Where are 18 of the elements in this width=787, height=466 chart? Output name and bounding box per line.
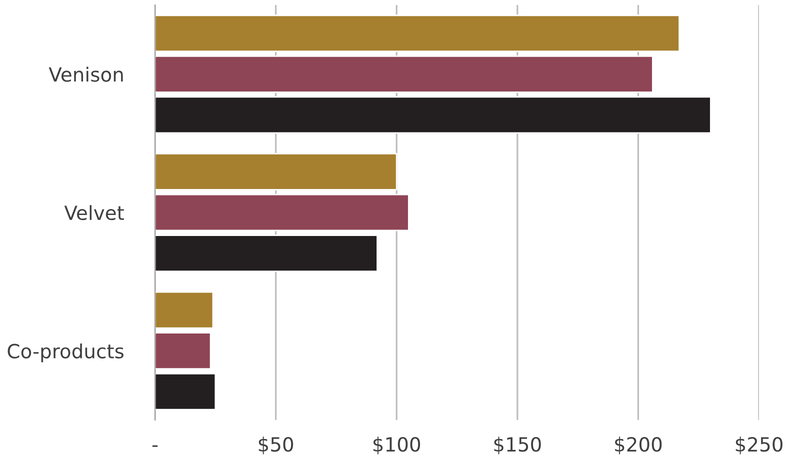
x-tick-label: $250 — [736, 436, 782, 454]
y-tick-label: Co-products — [8, 343, 124, 362]
bar — [155, 96, 712, 134]
bar — [155, 332, 212, 370]
bar — [155, 372, 216, 410]
x-tick-label: $200 — [615, 436, 662, 454]
bar — [155, 55, 654, 93]
x-tick-label: - — [152, 445, 158, 447]
bar — [155, 291, 214, 329]
x-tick-label: $150 — [494, 436, 541, 454]
bar — [155, 14, 680, 52]
x-tick-label: $100 — [373, 436, 420, 454]
y-tick-label: Venison — [48, 66, 123, 82]
x-tick-label: $50 — [258, 436, 294, 454]
bar — [155, 234, 378, 272]
bar — [155, 153, 398, 190]
y-tick-label: Velvet — [64, 205, 124, 220]
bar — [155, 194, 410, 232]
